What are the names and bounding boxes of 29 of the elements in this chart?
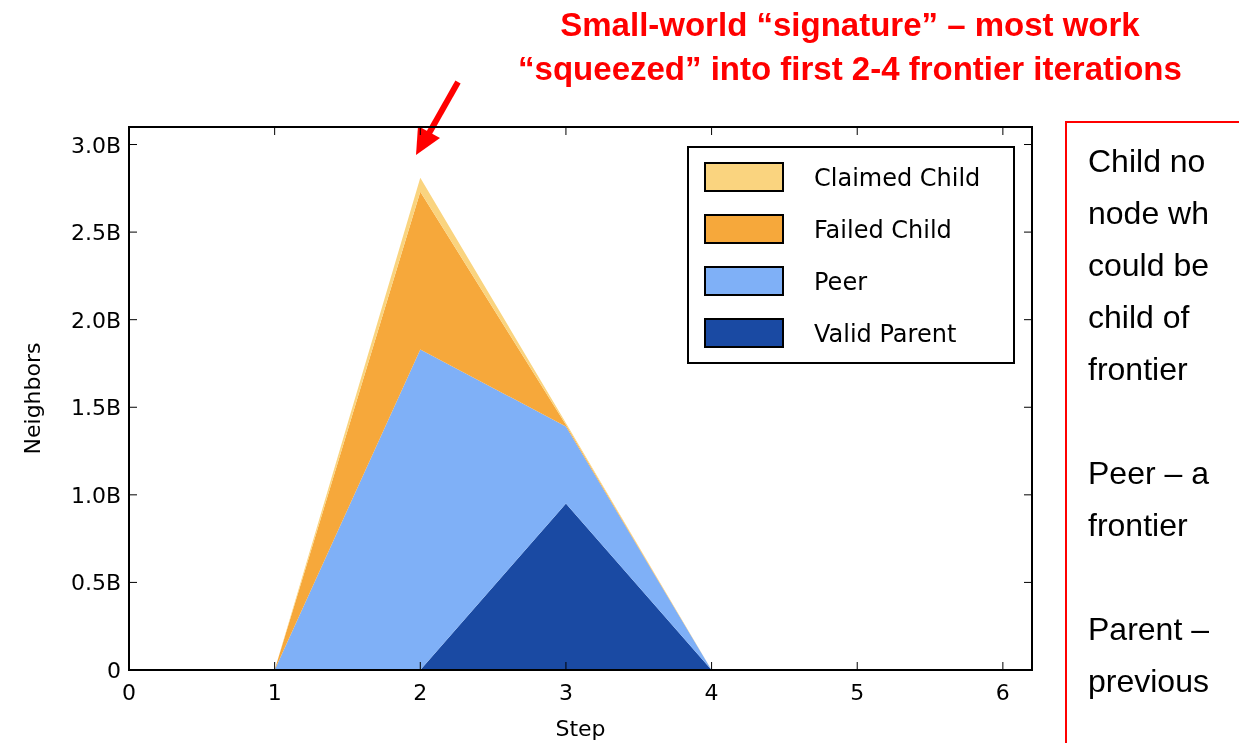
text: child of — [1088, 299, 1190, 335]
y-tick-label: 2.5B — [70, 220, 121, 246]
y-tick-label: 0 — [107, 658, 121, 683]
text: node wh — [1088, 195, 1209, 231]
x-tick-label: 2 — [413, 680, 428, 705]
text: Peer – a — [1088, 455, 1210, 491]
x-tick-label: 6 — [995, 680, 1010, 705]
legend-label: Valid Parent — [814, 320, 957, 348]
y-tick-label: 0.5B — [70, 570, 121, 596]
text: Parent – — [1088, 611, 1210, 647]
legend-label: Peer — [814, 268, 868, 296]
y-tick-label: 1.0B — [70, 482, 121, 508]
chart-title: Small-world “signature” – most work “squeezed” into first 2-4 frontier iterations — [518, 6, 1182, 87]
x-tick-label: 4 — [704, 680, 719, 705]
text: could be — [1088, 247, 1209, 283]
x-tick-label: 3 — [558, 680, 573, 705]
y-tick-label: 3.0B — [70, 132, 121, 158]
legend-label: Claimed Child — [814, 164, 981, 192]
y-tick-label: 1.5B — [70, 395, 121, 421]
x-tick-label: 1 — [267, 680, 282, 705]
text: previous — [1088, 663, 1209, 699]
text: frontier — [1088, 507, 1188, 543]
text: frontier — [1088, 351, 1188, 387]
y-axis-title: Neighbors — [20, 342, 45, 455]
legend-label: Failed Child — [814, 216, 952, 244]
x-axis-title: Step — [555, 716, 606, 741]
x-tick-label: 5 — [850, 680, 865, 705]
y-tick-label: 2.0B — [70, 307, 121, 333]
text: Child no — [1088, 143, 1206, 179]
